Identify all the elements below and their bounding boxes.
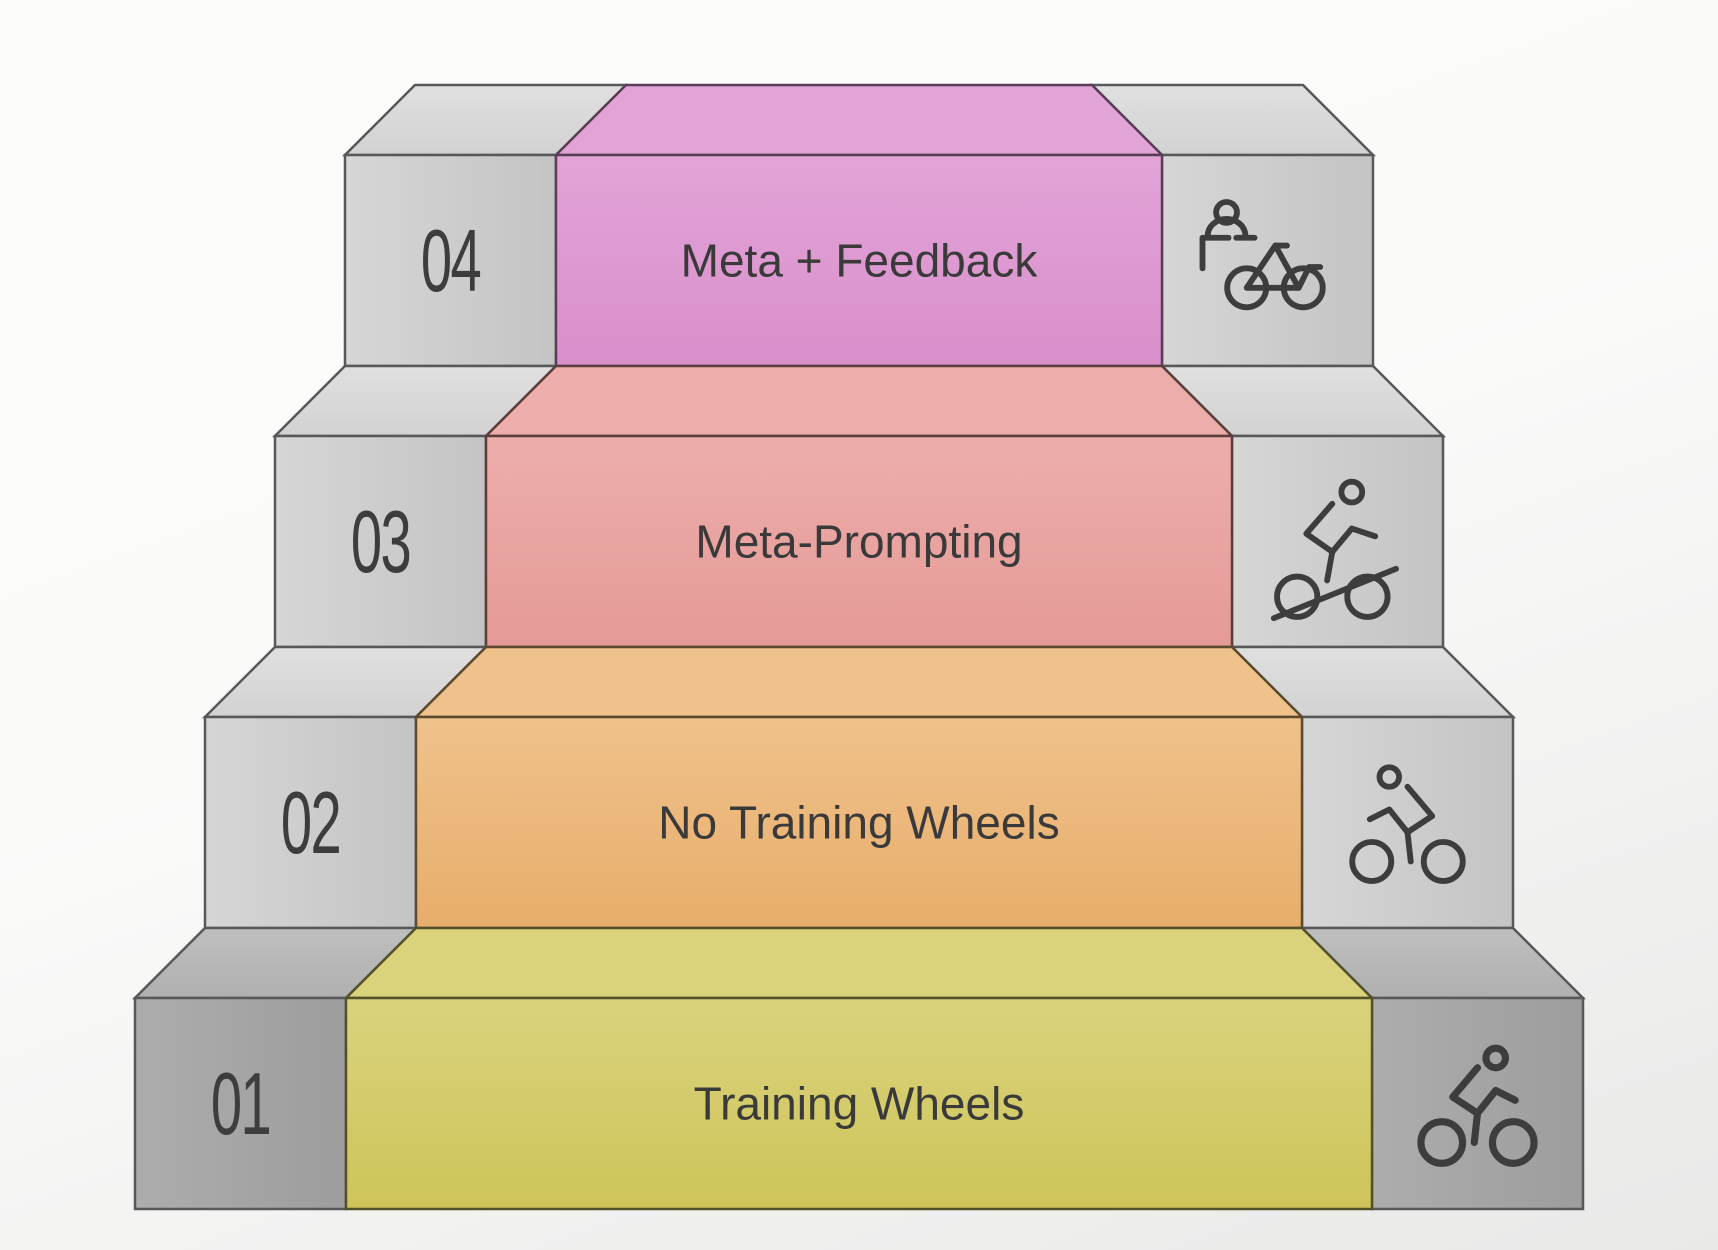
svg-text:04: 04	[421, 211, 480, 310]
svg-text:01: 01	[211, 1054, 270, 1153]
svg-text:Meta + Feedback: Meta + Feedback	[681, 235, 1039, 287]
svg-text:No Training Wheels: No Training Wheels	[658, 797, 1059, 849]
svg-text:03: 03	[351, 492, 410, 591]
svg-text:02: 02	[281, 773, 340, 872]
svg-text:Meta-Prompting: Meta-Prompting	[695, 516, 1022, 568]
svg-text:Training Wheels: Training Wheels	[694, 1078, 1025, 1130]
